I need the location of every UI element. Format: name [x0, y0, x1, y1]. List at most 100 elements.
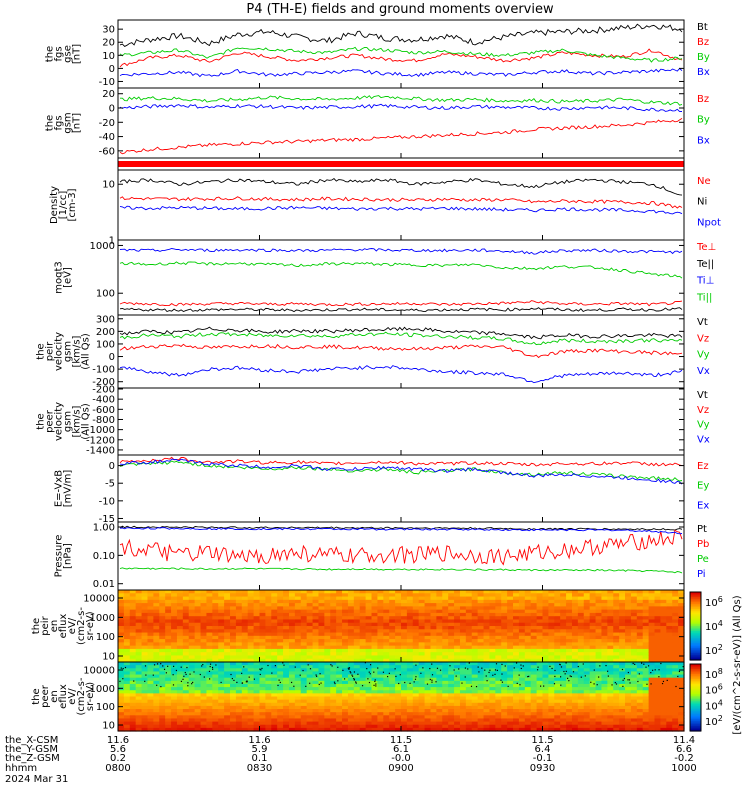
- heatmap-cell: [283, 639, 290, 643]
- heatmap-speck: [567, 677, 569, 679]
- heatmap-cell: [477, 718, 485, 723]
- heatmap-cell: [347, 606, 355, 611]
- heatmap-cell: [524, 590, 532, 594]
- heatmap-cell: [465, 648, 473, 653]
- heatmap-cell: [342, 635, 349, 640]
- heatmap-cell: [300, 645, 308, 650]
- heatmap-cell: [247, 632, 255, 637]
- heatmap-cell: [577, 709, 585, 713]
- y-axis-label-line: peer: [45, 409, 56, 433]
- heatmap-cell: [430, 680, 437, 685]
- heatmap-cell: [206, 658, 213, 663]
- heatmap-cell: [589, 658, 597, 663]
- heatmap-cell: [613, 677, 620, 682]
- heatmap-cell: [318, 702, 325, 707]
- heatmap-cell: [253, 658, 261, 663]
- heatmap-cell: [412, 616, 420, 621]
- heatmap-cell: [129, 596, 137, 601]
- heatmap-cell: [283, 690, 290, 694]
- heatmap-cell: [135, 596, 143, 601]
- heatmap-cell: [636, 639, 644, 643]
- colorbar-cell: [690, 697, 701, 700]
- heatmap-cell: [247, 616, 255, 621]
- heatmap-cell: [330, 705, 337, 710]
- heatmap-cell: [459, 609, 467, 614]
- heatmap-cell: [642, 715, 650, 720]
- heatmap-cell: [271, 693, 278, 698]
- heatmap-cell: [294, 668, 302, 673]
- heatmap-cell: [383, 680, 390, 685]
- heatmap-cell: [277, 603, 284, 607]
- heatmap-cell: [454, 668, 461, 673]
- heatmap-cell: [277, 622, 284, 627]
- heatmap-cell: [306, 721, 314, 726]
- heatmap-cell: [536, 665, 544, 669]
- y-tick-label: -600: [92, 405, 115, 416]
- heatmap-cell: [607, 662, 614, 666]
- y-axis-label-line: [nPa]: [63, 543, 74, 569]
- heatmap-cell: [442, 606, 449, 611]
- y-tick-label: 0: [109, 461, 115, 472]
- heatmap-speck: [426, 683, 429, 685]
- heatmap-cell: [230, 632, 237, 637]
- heatmap-cell: [436, 606, 443, 611]
- heatmap-cell: [513, 632, 520, 637]
- heatmap-cell: [636, 593, 644, 598]
- heatmap-cell: [489, 655, 496, 660]
- heatmap-cell: [518, 606, 526, 611]
- heatmap-cell: [595, 658, 603, 663]
- heatmap-cell: [554, 655, 561, 660]
- heatmap-cell: [176, 619, 184, 624]
- heatmap-cell: [230, 668, 237, 673]
- heatmap-cell: [194, 683, 202, 688]
- heatmap-cell: [589, 606, 597, 611]
- legend-Bt: Bt: [697, 22, 708, 33]
- heatmap-cell: [566, 674, 573, 679]
- heatmap-cell: [353, 603, 361, 607]
- heatmap-cell: [389, 718, 396, 723]
- heatmap-cell: [153, 724, 160, 729]
- heatmap-cell: [418, 683, 426, 688]
- heatmap-cell: [507, 655, 514, 660]
- heatmap-cell: [129, 709, 137, 713]
- heatmap-cell: [359, 612, 367, 617]
- heatmap-cell: [283, 606, 290, 611]
- heatmap-cell: [566, 619, 573, 624]
- heatmap-cell: [406, 639, 414, 643]
- heatmap-cell: [448, 699, 455, 704]
- heatmap-cell: [253, 606, 261, 611]
- heatmap-cell: [383, 702, 390, 707]
- heatmap-cell: [118, 683, 125, 688]
- heatmap-cell: [583, 687, 591, 691]
- heatmap-cell: [224, 724, 231, 729]
- heatmap-cell: [206, 648, 213, 653]
- colorbar-cell: [690, 656, 701, 659]
- heatmap-speck: [415, 664, 417, 666]
- heatmap-cell: [430, 616, 437, 621]
- heatmap-cell: [660, 626, 667, 630]
- heatmap-cell: [365, 702, 373, 707]
- heatmap-cell: [188, 687, 196, 691]
- heatmap-cell: [613, 606, 620, 611]
- heatmap-cell: [465, 690, 473, 694]
- heatmap-cell: [395, 677, 402, 682]
- heatmap-cell: [389, 674, 396, 679]
- heatmap-cell: [171, 596, 178, 601]
- heatmap-cell: [336, 645, 343, 650]
- heatmap-cell: [259, 590, 266, 594]
- heatmap-cell: [147, 668, 154, 673]
- heatmap-cell: [182, 593, 190, 598]
- heatmap-cell: [235, 612, 243, 617]
- heatmap-cell: [129, 642, 137, 647]
- heatmap-cell: [430, 671, 437, 676]
- heatmap-cell: [159, 690, 166, 694]
- heatmap-cell: [277, 642, 284, 647]
- y-tick-label: 0: [109, 352, 115, 363]
- legend-Vz: Vz: [697, 333, 709, 344]
- heatmap-cell: [595, 693, 603, 698]
- heatmap-cell: [294, 596, 302, 601]
- heatmap-cell: [660, 712, 667, 716]
- heatmap-cell: [218, 590, 225, 594]
- heatmap-cell: [230, 593, 237, 598]
- heatmap-cell: [471, 680, 479, 685]
